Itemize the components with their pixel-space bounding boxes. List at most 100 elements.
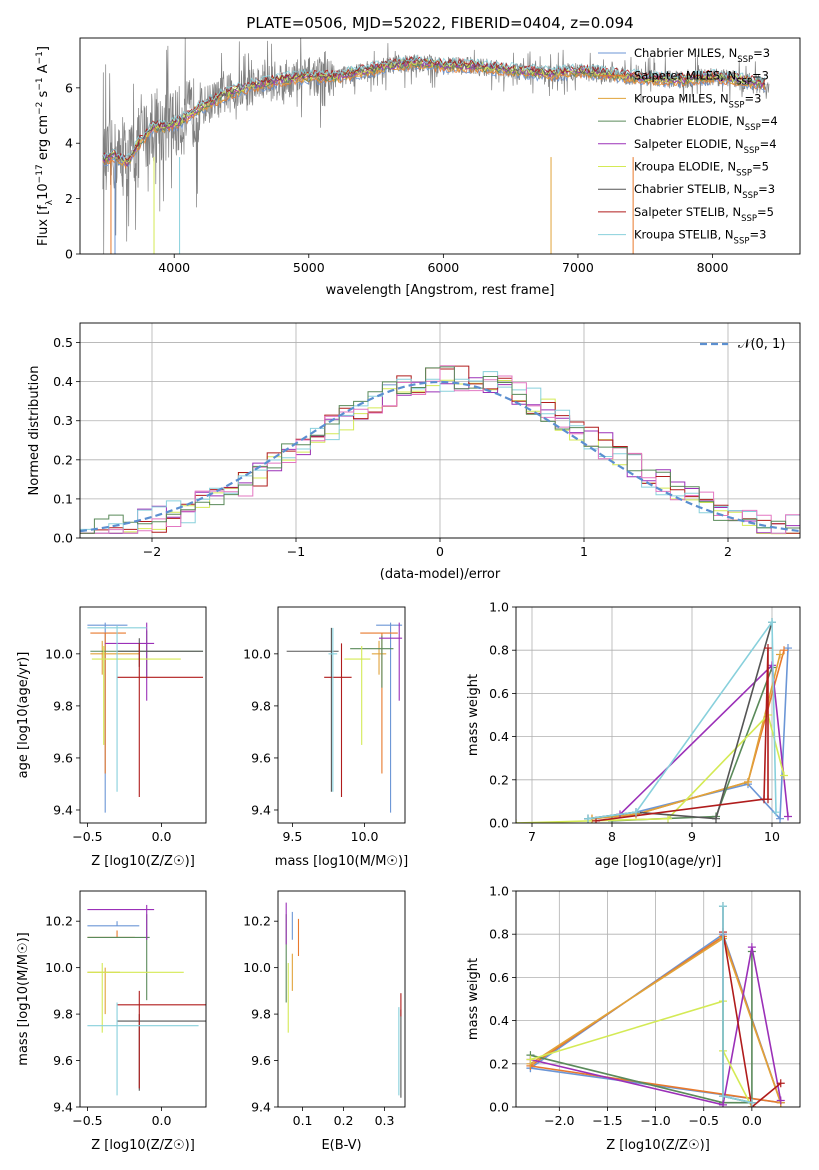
weight-marker-salpeter-stelib: [764, 795, 772, 804]
x-axis-label: Z [log10(Z/Z☉)]: [91, 1138, 195, 1153]
weight-marker-kroupa-elodie: [526, 1055, 535, 1064]
y-tick-label: 0.2: [489, 772, 509, 787]
y-tick-label: 0.4: [489, 1013, 509, 1028]
weight-marker-kroupa-stelib: [772, 808, 780, 817]
y-tick-label: 4: [65, 136, 73, 151]
age_vs_mass-plot: [286, 622, 403, 813]
weight-marker-chabrier-stelib: [712, 814, 720, 823]
axes-frame: [277, 890, 406, 1108]
axes-frame: [277, 606, 406, 824]
x-tick-label: −0.5: [689, 1113, 719, 1128]
y-tick-label: 0.8: [489, 927, 509, 942]
x-tick-label: 8000: [697, 260, 729, 275]
y-tick-label: 0.6: [489, 686, 509, 701]
histogram-1: [80, 377, 800, 534]
y-tick-label: 0.2: [53, 452, 73, 467]
age_vs_Z-panel: −0.5 0.0 9.4 9.6 9.8 10.0 Z [log10(Z/Z☉)] age […: [16, 606, 207, 869]
y-axis-label: mass weight: [466, 674, 481, 756]
weight-marker-kroupa-elodie: [664, 814, 672, 823]
y-tick-label: 9.6: [251, 1053, 271, 1068]
weight-line-chabrier-stelib: [587, 621, 773, 820]
y-tick-label: 0.4: [53, 374, 73, 389]
histogram-3: [80, 371, 800, 534]
weight-marker-salpeter-elodie: [718, 1100, 727, 1107]
x-axis-label: Z [log10(Z/Z☉)]: [91, 854, 195, 869]
weight-marker-kroupa-miles: [744, 777, 752, 786]
x-tick-label: −0.5: [72, 1113, 102, 1128]
x-axis-label: mass [log10(M/M☉)]: [275, 854, 408, 869]
legend-label-salpeter-elodie: Salpeter ELODIE, NSSP=4: [634, 137, 777, 156]
weight_vs_Z-plot: [526, 902, 785, 1107]
y-tick-label: 10.0: [45, 646, 73, 661]
y-tick-label: 0.0: [489, 816, 509, 831]
weight-marker-salpeter-miles: [780, 646, 788, 655]
x-tick-label: 5000: [293, 260, 325, 275]
y-tick-label: 9.4: [53, 1100, 73, 1115]
x-axis-label: Z [log10(Z/Z☉)]: [606, 1138, 710, 1153]
y-tick-label: 10.0: [243, 646, 271, 661]
mass_vs_EBV-plot: [285, 902, 402, 1098]
x-tick-label: 4000: [158, 260, 190, 275]
legend-label-salpeter-stelib: Salpeter STELIB, NSSP=5: [634, 205, 774, 224]
x-tick-label: −1.0: [640, 1113, 670, 1128]
y-tick-label: 6: [65, 80, 73, 95]
y-axis-label: Normed distribution: [27, 366, 42, 496]
weight-marker-salpeter-elodie: [747, 943, 756, 952]
weight-line-kroupa-stelib: [587, 619, 777, 820]
x-tick-label: 10: [764, 829, 780, 844]
weight-marker-salpeter-stelib: [764, 644, 772, 653]
model-kroupa-stelib: [102, 54, 766, 161]
weight-marker-kroupa-stelib: [632, 808, 640, 817]
weight-marker-salpeter-elodie: [776, 1096, 785, 1105]
y-tick-label: 10.0: [243, 960, 271, 975]
y-tick-label: 0.2: [489, 1056, 509, 1071]
y-tick-label: 10.0: [45, 960, 73, 975]
mass_vs_EBV-panel: 0.1 0.2 0.3 9.4 9.6 9.8 10.0 10.2 E(B-V): [243, 890, 406, 1153]
spectrum-panel: 4000 5000 6000 7000 8000 0 2 4 6 Chabrier MILES, …: [35, 37, 801, 298]
legend-label-chabrier-stelib: Chabrier STELIB, NSSP=3: [634, 182, 775, 201]
y-tick-label: 9.8: [53, 1007, 73, 1022]
weight-line-salpeter-stelib: [722, 931, 782, 1107]
y-tick-label: 0.6: [489, 970, 509, 985]
weight-marker-kroupa-stelib: [768, 618, 776, 627]
y-tick-label: 0.3: [53, 413, 73, 428]
axes-frame: [79, 322, 801, 539]
y-tick-label: 9.8: [251, 1007, 271, 1022]
age_vs_mass-panel: 9.5 10.0 9.4 9.6 9.8 10.0 mass [log10(M/M☉)]: [243, 606, 408, 869]
weight-marker-chabrier-miles: [784, 644, 792, 653]
y-tick-label: 9.6: [251, 750, 271, 765]
y-tick-label: 1.0: [489, 600, 509, 615]
x-axis-label: age [log10(age/yr)]: [595, 854, 722, 869]
x-tick-label: 8: [608, 829, 616, 844]
y-tick-label: 9.6: [53, 1053, 73, 1068]
weight_vs_age-plot: [516, 618, 792, 823]
axes-frame: [515, 890, 801, 1108]
y-tick-label: 0: [65, 247, 73, 262]
y-tick-label: 0.4: [489, 729, 509, 744]
histogram-plot: [80, 365, 800, 535]
weight-line-salpeter-miles: [591, 649, 785, 820]
x-tick-label: 9: [688, 829, 696, 844]
figure-title: PLATE=0506, MJD=52022, FIBERID=0404, z=0…: [246, 14, 633, 32]
y-tick-label: 9.8: [53, 698, 73, 713]
axes-frame: [79, 606, 207, 824]
y-tick-label: 9.4: [251, 1100, 271, 1115]
x-tick-label: −1: [287, 544, 305, 559]
weight-marker-salpeter-stelib: [776, 1079, 785, 1088]
x-tick-label: 9.5: [282, 829, 302, 844]
y-tick-label: 10.2: [45, 914, 73, 929]
axes-frame: [79, 890, 207, 1108]
histogram-5: [80, 366, 800, 534]
y-tick-label: 10.2: [243, 914, 271, 929]
axes-frame: [79, 37, 801, 255]
x-tick-label: −0.5: [72, 829, 102, 844]
y-tick-label: 0.0: [489, 1100, 509, 1115]
x-tick-label: 0.2: [334, 1113, 354, 1128]
legend-label-chabrier-elodie: Chabrier ELODIE, NSSP=4: [634, 114, 778, 133]
x-axis-label: (data-model)/error: [380, 567, 501, 582]
x-tick-label: 0.0: [152, 1113, 172, 1128]
legend-label-kroupa-elodie: Kroupa ELODIE, NSSP=5: [634, 160, 769, 179]
weight-line-kroupa-elodie: [530, 1000, 753, 1107]
